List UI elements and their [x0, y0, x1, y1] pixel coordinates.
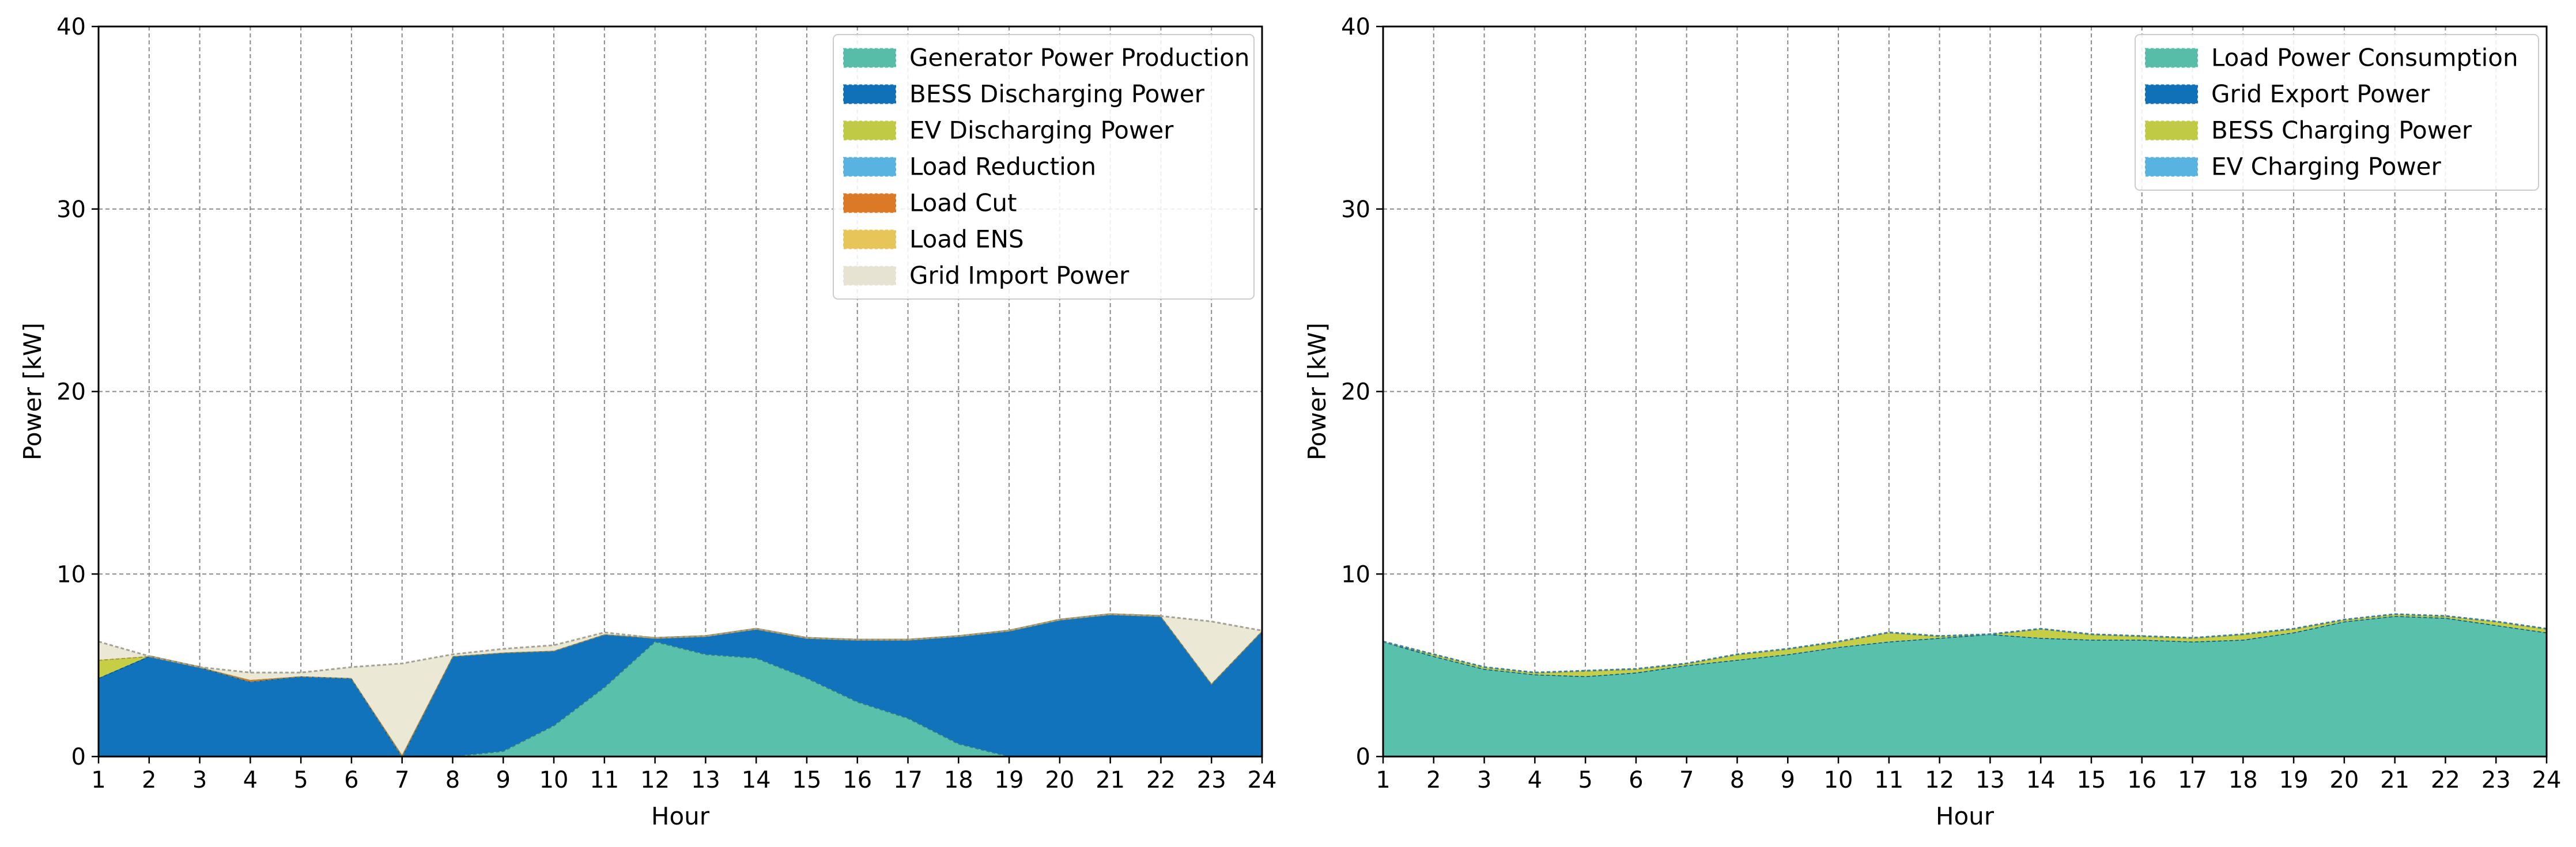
x-tick-label: 15 [792, 767, 822, 793]
x-axis-label: Hour [1936, 802, 1995, 830]
area-series-1 [99, 641, 1262, 757]
area-series-2 [99, 614, 1262, 757]
x-tick-label: 11 [590, 767, 619, 793]
y-tick-label: 40 [1341, 14, 1370, 40]
x-tick-label: 12 [640, 767, 670, 793]
x-tick-label: 10 [1824, 767, 1853, 793]
x-tick-label: 4 [243, 767, 258, 793]
legend-label: Grid Import Power [909, 262, 1130, 290]
x-tick-label: 9 [496, 767, 511, 793]
x-tick-label: 1 [91, 767, 105, 793]
area-edge-series-4 [1383, 613, 2547, 674]
x-tick-label: 3 [1477, 767, 1491, 793]
x-tick-label: 23 [2481, 767, 2511, 793]
x-tick-label: 20 [2329, 767, 2359, 793]
legend-label: Generator Power Production [909, 44, 1249, 72]
x-tick-label: 18 [944, 767, 973, 793]
legend-label: BESS Charging Power [2211, 116, 2472, 145]
x-tick-label: 17 [893, 767, 923, 793]
x-tick-label: 10 [539, 767, 569, 793]
y-tick-label: 0 [1356, 744, 1370, 770]
x-tick-label: 5 [293, 767, 308, 793]
x-tick-label: 15 [2077, 767, 2106, 793]
legend-label: Load Cut [909, 189, 1017, 217]
legend-swatch [843, 266, 896, 286]
x-tick-label: 1 [1376, 767, 1390, 793]
legend-swatch [843, 120, 896, 141]
legend-swatch [843, 157, 896, 177]
y-tick-label: 30 [1341, 196, 1370, 223]
x-tick-label: 5 [1578, 767, 1592, 793]
area-edge-series-7 [98, 613, 1263, 674]
x-tick-label: 18 [2228, 767, 2258, 793]
x-tick-label: 14 [742, 767, 771, 793]
legend-swatch [2145, 48, 2198, 68]
x-tick-label: 13 [1976, 767, 2005, 793]
y-tick-label: 20 [56, 379, 86, 406]
legend-box [833, 34, 1255, 300]
area-series-1 [1383, 616, 2547, 757]
legend-label: EV Charging Power [2211, 153, 2442, 181]
x-tick-label: 17 [2178, 767, 2207, 793]
y-axis-label: Power [kW] [18, 323, 47, 460]
x-tick-label: 7 [1679, 767, 1694, 793]
area-series-3 [1383, 614, 2547, 676]
x-tick-label: 7 [395, 767, 409, 793]
x-tick-label: 16 [843, 767, 872, 793]
x-tick-label: 23 [1197, 767, 1226, 793]
legend-label: Load Reduction [909, 153, 1096, 181]
x-tick-label: 22 [2431, 767, 2460, 793]
y-tick-label: 20 [1341, 379, 1370, 406]
y-tick-label: 10 [1341, 561, 1370, 588]
legend-swatch [843, 84, 896, 104]
y-tick-label: 40 [56, 14, 86, 40]
x-tick-label: 6 [344, 767, 358, 793]
x-tick-label: 24 [2532, 767, 2562, 793]
x-tick-label: 6 [1629, 767, 1643, 793]
x-tick-label: 16 [2127, 767, 2156, 793]
legend-swatch [2145, 120, 2198, 141]
x-tick-label: 12 [1925, 767, 1954, 793]
x-tick-label: 13 [691, 767, 720, 793]
legend-label: BESS Discharging Power [909, 80, 1205, 108]
x-tick-label: 2 [1426, 767, 1441, 793]
x-tick-label: 14 [2026, 767, 2056, 793]
legend-label: EV Discharging Power [909, 116, 1174, 145]
legend-swatch [843, 229, 896, 249]
y-tick-label: 30 [56, 196, 86, 223]
x-tick-label: 21 [1096, 767, 1125, 793]
x-axis-label: Hour [651, 802, 710, 830]
x-tick-label: 8 [1730, 767, 1744, 793]
legend-label: Load ENS [909, 225, 1024, 254]
legend: Load Power Consumption Grid Export Power B… [2135, 34, 2539, 191]
x-tick-label: 20 [1045, 767, 1074, 793]
x-tick-label: 8 [445, 767, 460, 793]
legend-swatch [843, 48, 896, 68]
x-tick-label: 11 [1874, 767, 1903, 793]
x-tick-label: 9 [1781, 767, 1795, 793]
y-tick-label: 0 [71, 744, 86, 770]
legend-label: Grid Export Power [2211, 80, 2430, 108]
legend-box [2135, 34, 2539, 191]
y-tick-label: 10 [56, 561, 86, 588]
legend-label: Load Power Consumption [2211, 44, 2518, 72]
x-tick-label: 22 [1146, 767, 1176, 793]
y-axis-label: Power [kW] [1303, 323, 1331, 460]
x-tick-label: 2 [142, 767, 156, 793]
legend-swatch [2145, 84, 2198, 104]
x-tick-label: 21 [2380, 767, 2409, 793]
x-tick-label: 24 [1248, 767, 1277, 793]
chart-panel-1: 1 2 3 4 5 6 7 8 9 10 11 12 13 14 15 16 17 18 19 20 21 22 23 240… [18, 14, 1276, 830]
legend-swatch [843, 193, 896, 213]
x-tick-label: 4 [1528, 767, 1542, 793]
legend-swatch [2145, 157, 2198, 177]
chart-panel-2: 1 2 3 4 5 6 7 8 9 10 11 12 13 14 15 16 17 18 19 20 21 22 23 240… [1303, 14, 2561, 830]
legend: Generator Power Production BESS Dischargi… [833, 34, 1255, 300]
x-tick-label: 3 [192, 767, 207, 793]
x-tick-label: 19 [2279, 767, 2309, 793]
x-tick-label: 19 [995, 767, 1024, 793]
area-series-7 [99, 614, 1262, 755]
